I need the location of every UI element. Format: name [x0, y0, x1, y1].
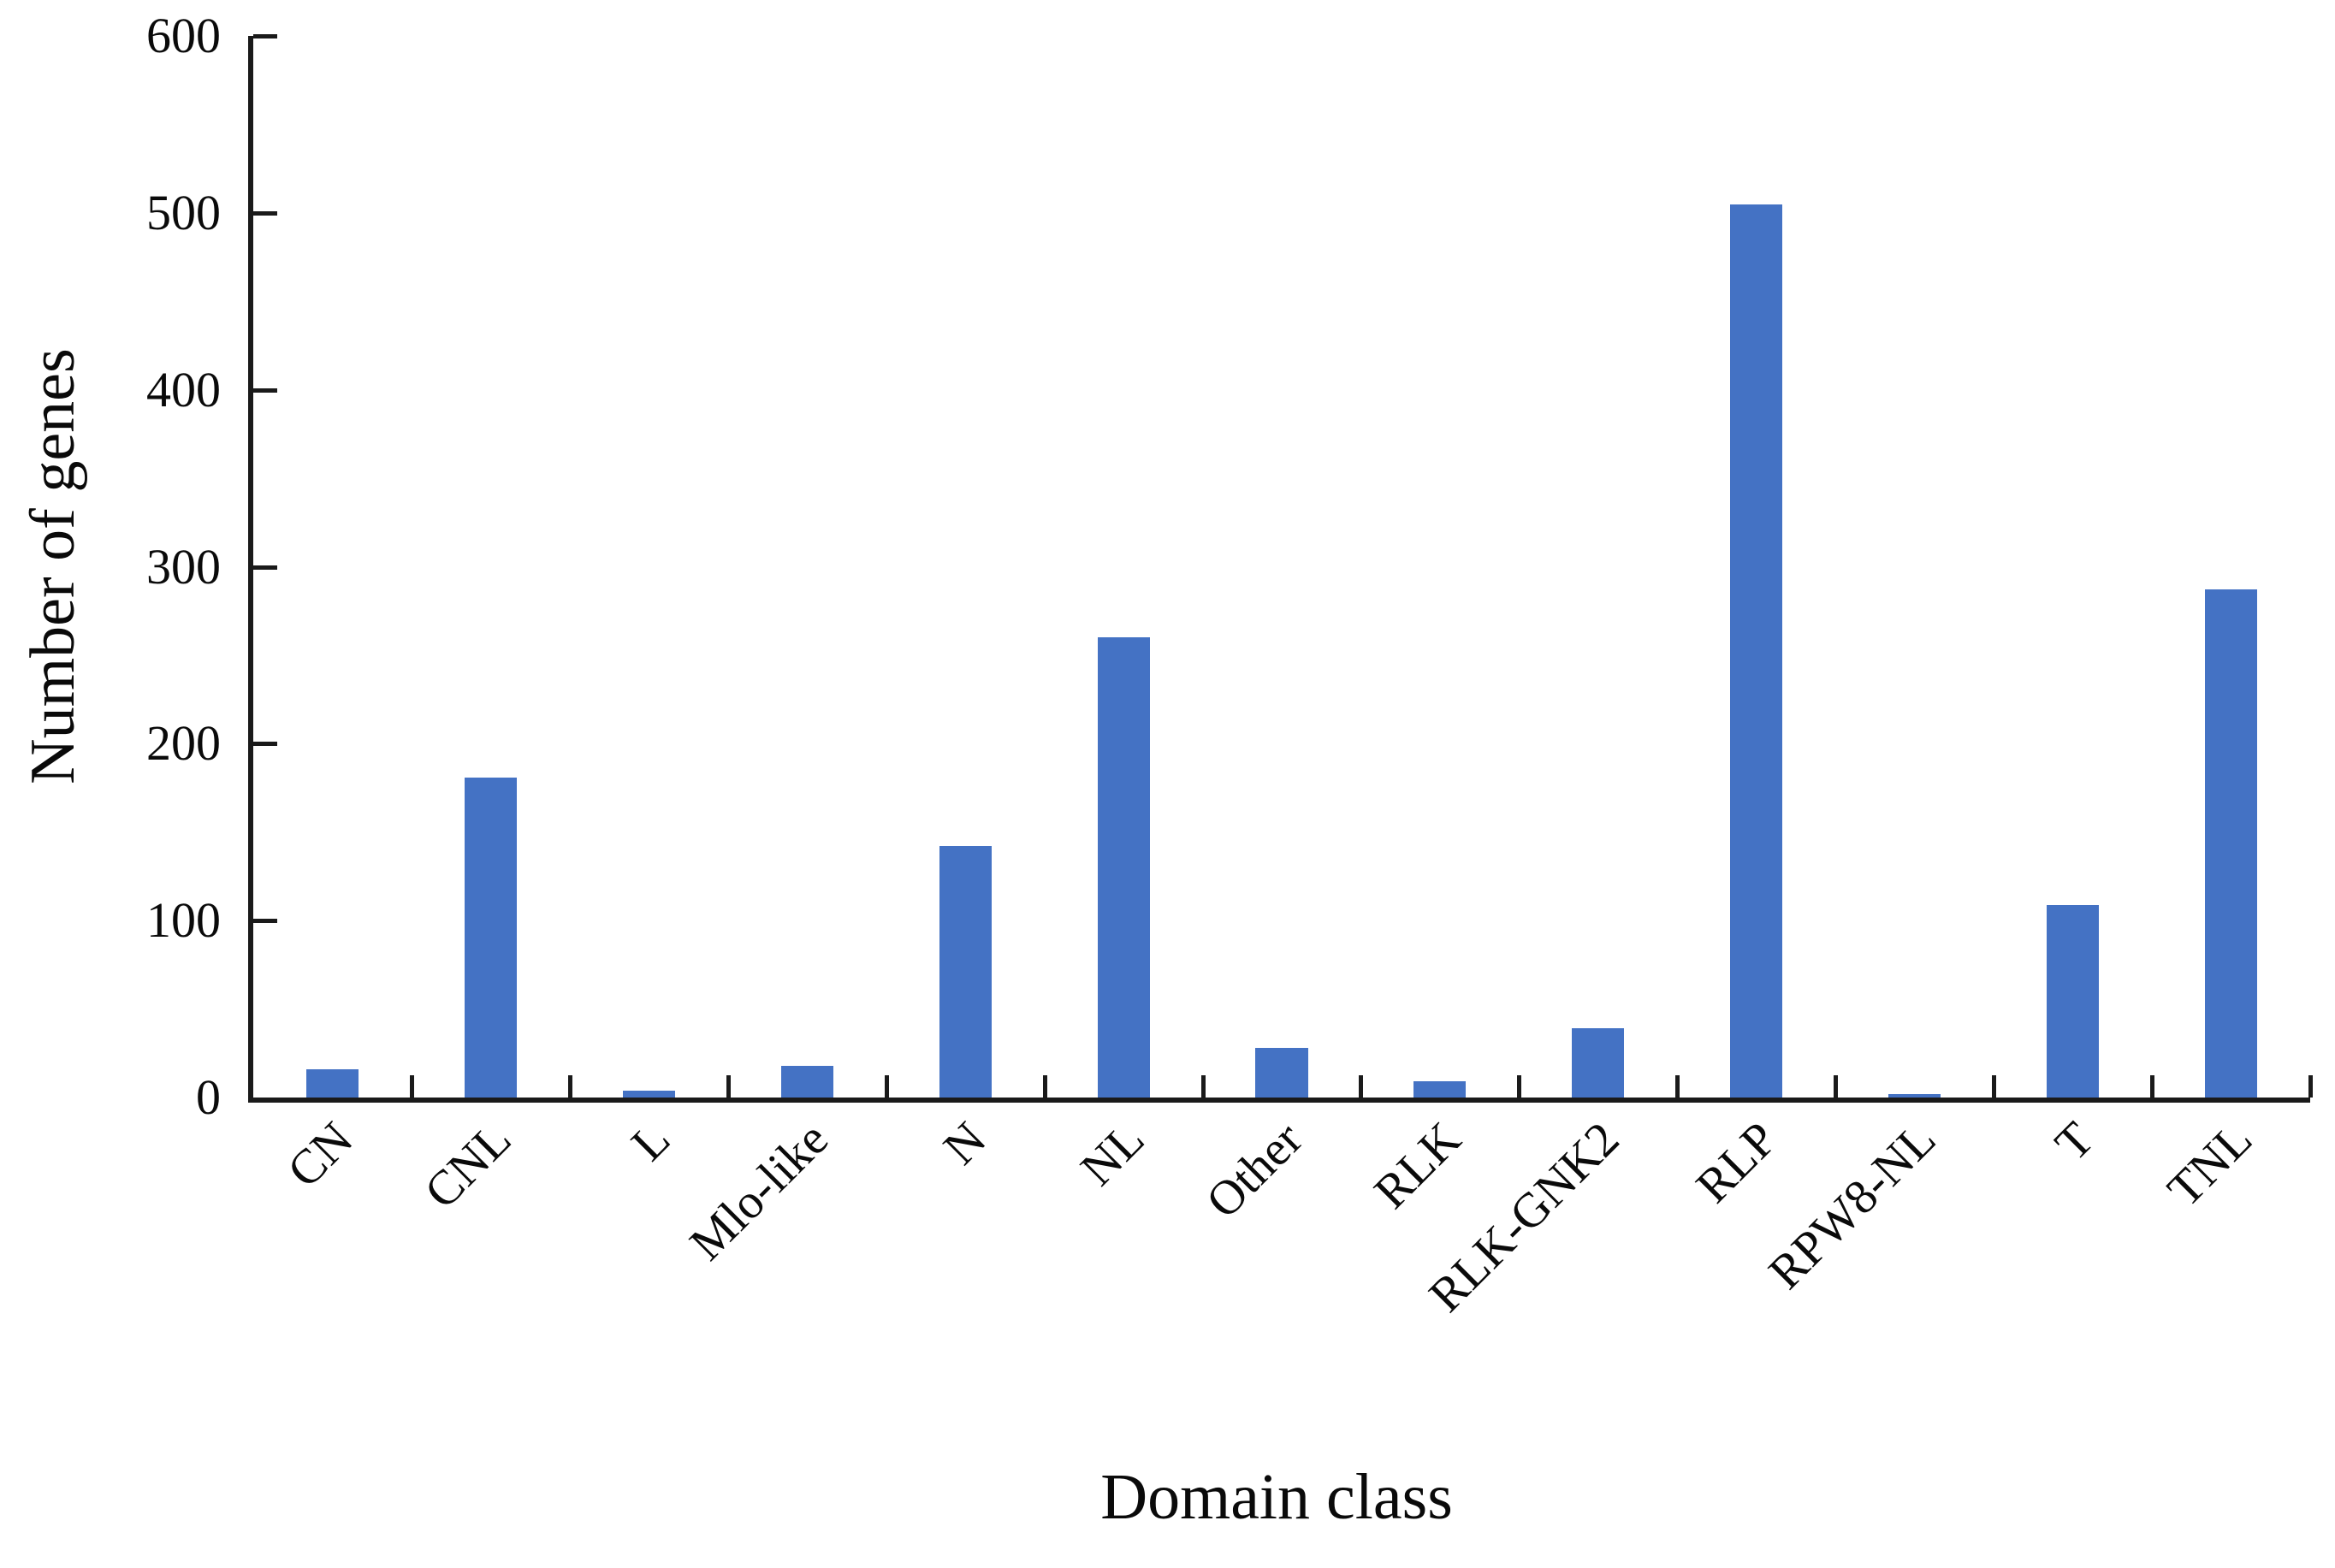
x-tick-label: NL — [1070, 1111, 1155, 1197]
x-tick-mark — [2308, 1075, 2313, 1098]
bar-column — [1519, 36, 1677, 1098]
bar-column — [253, 36, 412, 1098]
x-tick-label: T — [2044, 1111, 2105, 1172]
bar-column — [1677, 36, 1835, 1098]
y-tick-mark — [253, 210, 277, 216]
bar — [464, 777, 517, 1098]
x-tick-mark — [1992, 1075, 1997, 1098]
x-tick-label: CNL — [414, 1111, 522, 1220]
bar — [1888, 1093, 1941, 1098]
y-tick-mark — [253, 388, 277, 393]
x-tick-mark — [1517, 1075, 1522, 1098]
x-axis-tick-labels: CN CNL L Mlo-like N NL Other RLK RLK-GNK… — [248, 1104, 2305, 1471]
bar — [1572, 1028, 1625, 1098]
y-axis-tick-labels: 600 500 400 300 200 100 0 — [0, 11, 221, 1122]
x-tick-label: Mlo-like — [679, 1111, 839, 1271]
x-tick-label: RPW8-NL — [1757, 1111, 1947, 1300]
y-tick-label: 100 — [146, 892, 221, 949]
x-tick-label: RLP — [1686, 1111, 1788, 1214]
bar — [622, 1090, 675, 1098]
x-tick-mark — [1834, 1075, 1839, 1098]
x-tick-label: CN — [277, 1111, 364, 1198]
x-tick-label: N — [933, 1111, 997, 1175]
y-tick-mark — [253, 919, 277, 924]
bars-row — [253, 36, 2310, 1098]
bar — [1097, 637, 1150, 1098]
x-tick-mark — [1359, 1075, 1364, 1098]
y-tick-label: 600 — [146, 8, 221, 63]
bar — [1413, 1081, 1467, 1098]
y-tick-mark — [253, 742, 277, 747]
bar-column — [1045, 36, 1203, 1098]
bar-column — [570, 36, 728, 1098]
x-tick-mark — [884, 1075, 889, 1098]
y-tick-label: 500 — [146, 184, 221, 240]
y-tick-label: 0 — [196, 1069, 221, 1125]
bar — [2205, 589, 2258, 1098]
bar-column — [412, 36, 570, 1098]
x-tick-mark — [409, 1075, 414, 1098]
bar — [939, 846, 992, 1098]
bar-column — [1203, 36, 1361, 1098]
x-tick-mark — [726, 1075, 731, 1098]
bar — [1730, 204, 1783, 1098]
bar-column — [2152, 36, 2310, 1098]
x-tick-label: RLK — [1364, 1111, 1472, 1220]
bar-column — [1994, 36, 2152, 1098]
y-tick-mark — [253, 565, 277, 570]
bar-column — [886, 36, 1045, 1098]
x-tick-label: L — [620, 1111, 680, 1172]
bar — [2047, 904, 2100, 1098]
x-tick-mark — [567, 1075, 572, 1098]
x-tick-label: TNL — [2157, 1111, 2262, 1217]
y-tick-label: 200 — [146, 715, 221, 772]
x-axis-title: Domain class — [1100, 1461, 1453, 1533]
bar — [780, 1065, 833, 1098]
bar — [305, 1068, 359, 1098]
x-tick-mark — [1042, 1075, 1047, 1098]
plot-area — [248, 34, 2313, 1103]
bar-column — [1835, 36, 1994, 1098]
bar-column — [1360, 36, 1519, 1098]
x-tick-mark — [1675, 1075, 1680, 1098]
x-tick-mark — [2150, 1075, 2155, 1098]
bar — [1255, 1048, 1308, 1098]
y-tick-label: 400 — [146, 361, 221, 417]
x-tick-label: Other — [1196, 1111, 1313, 1229]
x-tick-mark — [1200, 1075, 1206, 1098]
bar-column — [728, 36, 886, 1098]
y-tick-mark — [253, 34, 277, 38]
y-tick-label: 300 — [146, 538, 221, 595]
